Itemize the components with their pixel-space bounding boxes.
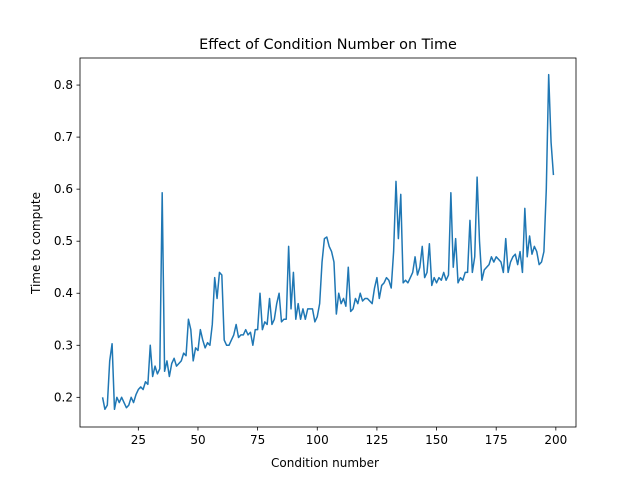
y-tick-label: 0.5 <box>54 234 73 248</box>
y-tick-label: 0.6 <box>54 182 73 196</box>
y-tick-label: 0.8 <box>54 78 73 92</box>
x-tick-label: 125 <box>365 433 388 447</box>
x-axis-label: Condition number <box>271 456 379 470</box>
plot-frame <box>79 57 577 428</box>
y-tick-label: 0.4 <box>54 286 73 300</box>
y-tick-label: 0.3 <box>54 338 73 352</box>
x-tick-label: 200 <box>544 433 567 447</box>
x-tick-label: 50 <box>190 433 205 447</box>
data-line <box>101 73 555 411</box>
y-axis-label: Time to compute <box>29 192 43 295</box>
x-tick-label: 150 <box>425 433 448 447</box>
x-tick-label: 175 <box>485 433 508 447</box>
y-tick-label: 0.2 <box>54 390 73 404</box>
x-tick-label: 100 <box>306 433 329 447</box>
x-tick-label: 25 <box>131 433 146 447</box>
x-tick-label: 75 <box>250 433 265 447</box>
y-tick-label: 0.7 <box>54 130 73 144</box>
chart-title: Effect of Condition Number on Time <box>199 37 457 53</box>
